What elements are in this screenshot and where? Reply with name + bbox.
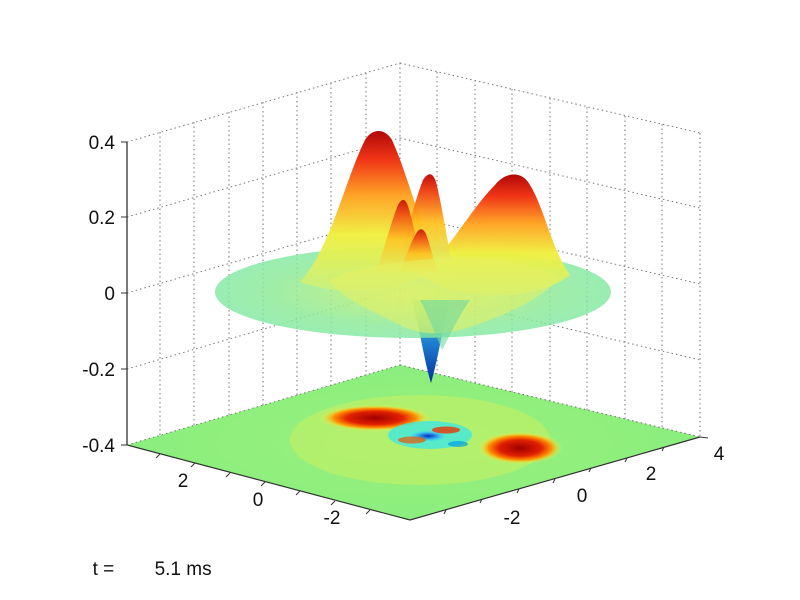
floor-edges: [126, 436, 701, 521]
z-tick-label: -0.2: [82, 360, 115, 381]
y-axis-ticks: [443, 436, 709, 515]
x-tick-label: 2: [178, 471, 189, 492]
z-tick-label: -0.4: [82, 436, 115, 457]
time-value: 5.1 ms: [154, 559, 212, 580]
x-axis-labels: 2 0 -2: [178, 471, 341, 529]
x-tick-label: -2: [324, 508, 341, 529]
z-tick-label: 0: [104, 284, 115, 305]
y-tick-label: -2: [504, 508, 521, 529]
y-tick-label: 0: [577, 486, 588, 507]
time-annotation: t = 5.1 ms: [82, 537, 212, 581]
time-prefix: t =: [92, 559, 115, 580]
z-tick-label: 0.4: [89, 133, 116, 154]
y-axis-labels: -2 0 2 4: [504, 444, 725, 529]
z-tick-label: 0.2: [89, 208, 115, 229]
floor-contour-plane: [127, 365, 700, 520]
y-tick-label: 2: [646, 464, 657, 485]
y-tick-label: 4: [714, 444, 725, 465]
z-axis-labels: 0.4 0.2 0 -0.2 -0.4: [82, 133, 115, 457]
x-tick-label: 0: [253, 490, 264, 511]
x-axis-ticks: [155, 453, 371, 515]
surface-peaks: [300, 131, 570, 350]
z-axis-ticks: [121, 141, 127, 446]
